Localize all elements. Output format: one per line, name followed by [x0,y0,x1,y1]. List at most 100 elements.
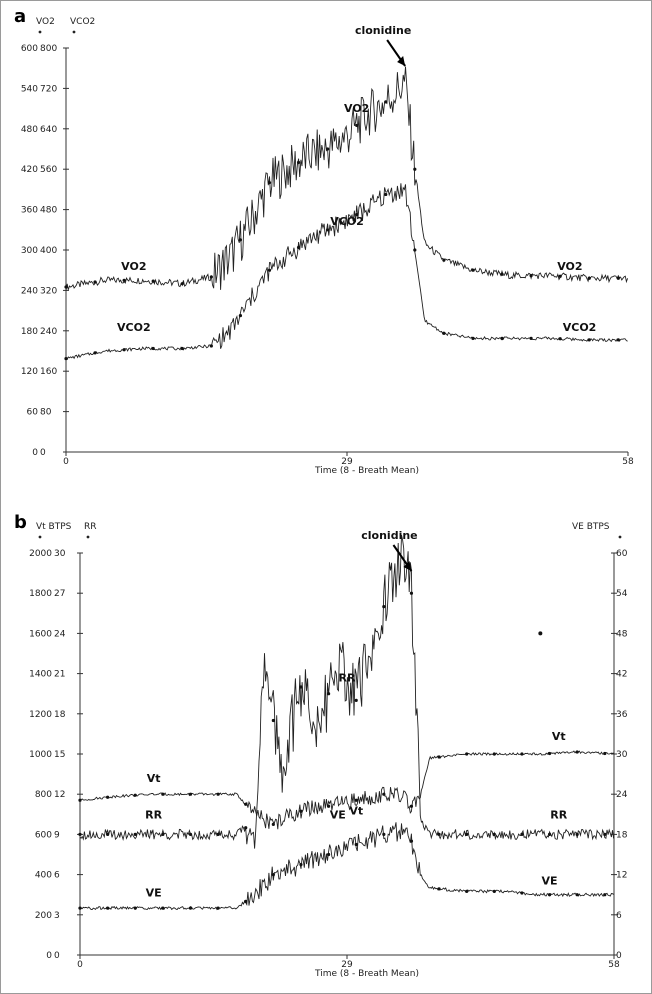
data-point-ve [106,906,110,910]
data-point-rr [354,698,358,703]
y-tick-label-right: 18 [616,830,628,840]
y-tick-label: 180 [21,327,38,337]
axis-title-marker [72,30,76,34]
data-point-ve [244,899,248,904]
data-point-ve [354,842,358,847]
y-tick-label: 24 [54,629,66,639]
data-point-ve [409,839,414,843]
panel-label: a [14,6,26,27]
data-point-vo2 [500,272,504,276]
y-tick-label: 0 [32,448,38,458]
axis-title-marker [618,535,622,539]
data-point-vo2 [616,276,620,280]
data-point-ve [382,832,386,837]
annotation-label: clonidine [361,529,417,542]
data-point-vco2 [64,356,68,361]
series-label-vt: Vt [147,772,161,785]
data-point-ve [271,873,275,877]
data-point-vo2 [384,100,388,104]
data-point-vco2 [413,248,417,252]
y-tick-label: 9 [54,830,60,840]
data-point-rr [216,832,220,837]
data-point-vco2 [326,228,330,232]
annotation-arrowhead [403,561,412,571]
series-line-vco2 [65,183,628,361]
data-point-rr [547,832,552,837]
y-tick-label: 2000 [29,549,52,559]
data-point-vo2 [587,276,591,280]
y-tick-label: 240 [40,327,57,337]
data-point-ve [575,893,579,897]
data-point-vo2 [471,268,475,272]
data-point-ve [326,852,331,857]
y-tick-label: 27 [54,589,65,599]
axis-title: RR [84,522,97,532]
series-label-ve: VE [146,887,162,900]
data-point-vco2 [122,348,126,352]
data-point-rr [188,832,193,837]
y-tick-label: 0 [40,448,46,458]
series-label-vco2: VCO2 [117,321,151,334]
data-point-rr [409,591,414,595]
y-tick-label: 30 [54,549,66,559]
data-point-vt [492,752,496,756]
data-point-vco2 [616,338,620,342]
y-tick-label: 15 [54,750,65,760]
stray-data-point [538,631,543,636]
data-point-vo2 [413,167,417,171]
y-tick-label: 6 [54,871,60,881]
data-point-ve [299,862,303,867]
data-point-ve [492,889,496,893]
x-tick-label: 58 [608,960,620,970]
data-point-ve [520,891,524,895]
data-point-vt [161,792,165,796]
axis-title: Vt BTPS [36,522,72,532]
y-tick-label-right: 12 [616,871,627,881]
y-tick-label: 1000 [29,750,52,760]
data-point-rr [520,832,524,837]
y-tick-label: 360 [21,206,38,216]
data-point-ve [547,893,552,897]
data-point-vt [78,798,82,802]
y-tick-label: 1200 [29,710,52,720]
series-label-vco2: VCO2 [330,215,364,228]
annotation-label: clonidine [355,24,411,37]
series-label-vco2: VCO2 [563,321,597,334]
y-tick-label-right: 6 [616,911,622,921]
axis-title-marker [86,535,90,539]
data-point-vo2 [267,181,272,185]
data-point-vt [603,751,607,756]
y-tick-label: 420 [21,165,38,175]
x-axis-label: Time (8 - Breath Mean) [314,466,419,476]
data-point-vo2 [209,275,213,279]
data-point-vo2 [296,160,301,165]
y-tick-label: 60 [27,408,39,418]
y-tick-label: 800 [40,44,57,54]
y-tick-label: 400 [35,871,52,881]
y-tick-label: 640 [40,125,57,135]
data-point-vt [326,804,331,808]
y-tick-label-right: 30 [616,750,628,760]
data-point-rr [106,832,110,837]
data-point-ve [78,906,82,910]
data-point-vco2 [500,336,504,340]
y-tick-label-right: 60 [616,549,628,559]
data-point-vt [354,798,358,802]
series-label-rr: RR [339,672,356,685]
data-point-vt [409,804,414,808]
y-tick-label: 21 [54,670,65,680]
y-tick-label: 600 [21,44,38,54]
data-point-vco2 [93,351,97,355]
data-point-rr [161,832,165,837]
data-point-vco2 [384,192,388,197]
data-point-vo2 [238,238,243,242]
x-tick-label: 29 [341,960,353,970]
data-point-ve [188,906,193,910]
data-point-vo2 [529,273,533,278]
data-point-vco2 [267,268,272,272]
data-point-ve [465,889,469,893]
annotation-arrowhead [397,56,406,66]
y-tick-label: 3 [54,911,60,921]
data-point-rr [492,832,496,837]
